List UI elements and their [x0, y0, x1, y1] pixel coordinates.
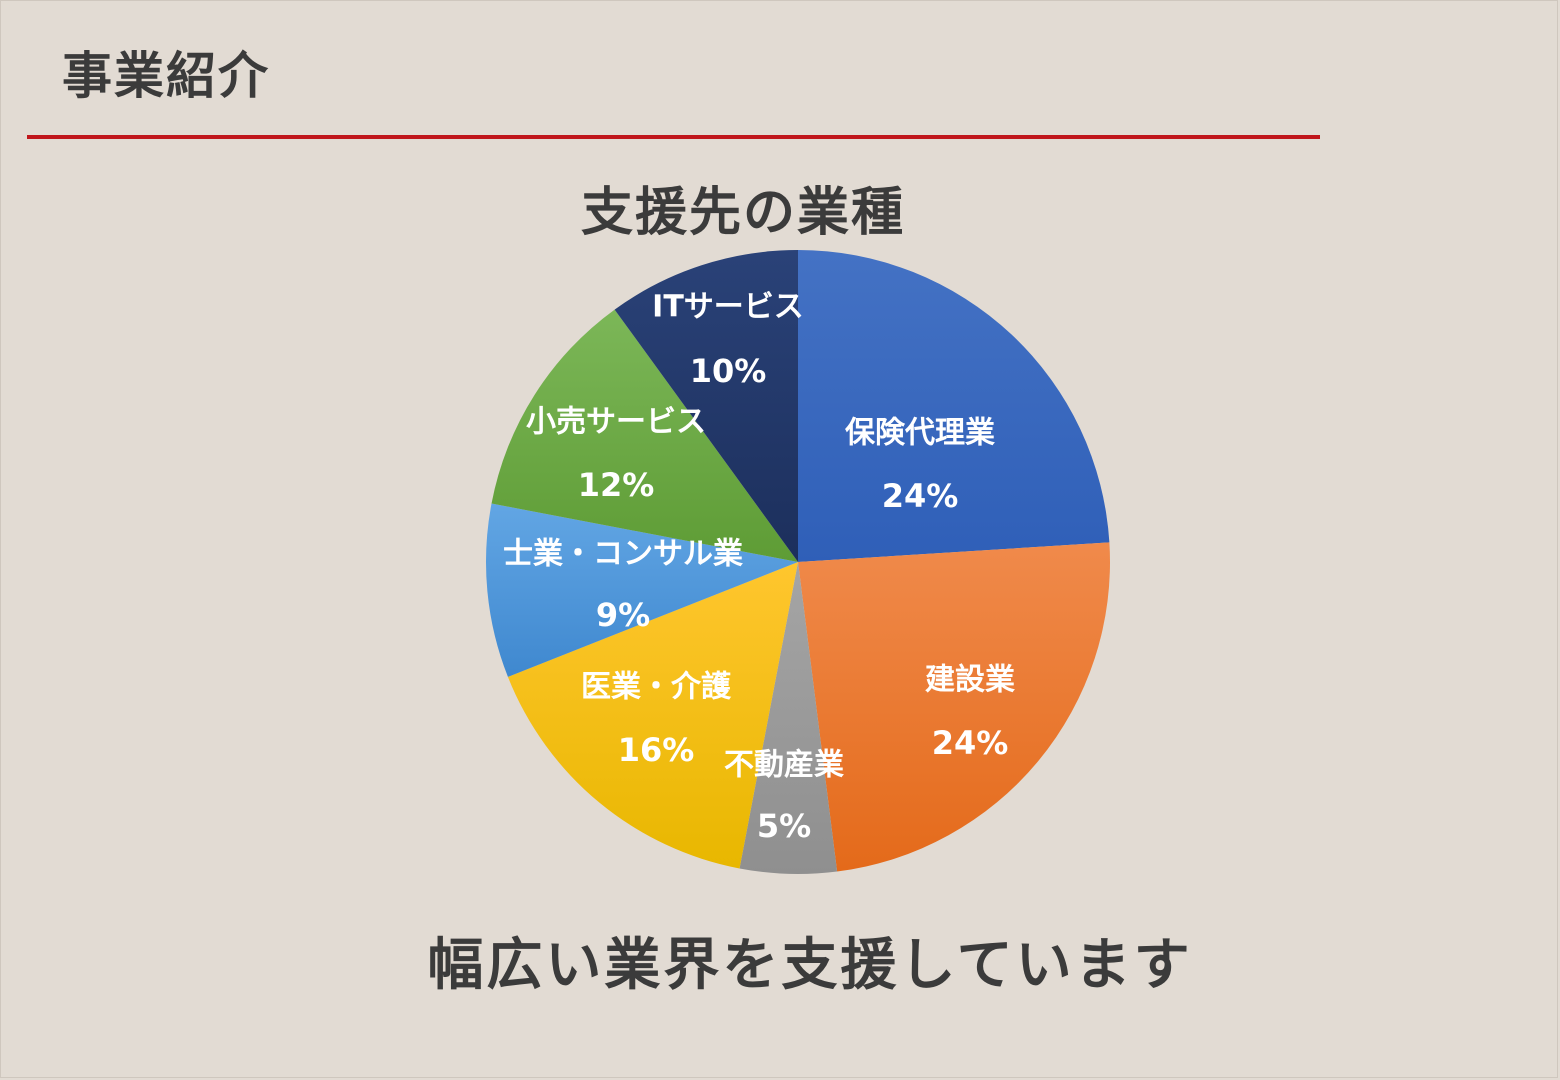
slice-percent: 5% [757, 807, 811, 845]
pie-labels: 保険代理業 24% 建設業 24% 不動産業 5% 医業・介護 16% 士業・コンサル業 9% 小売… [503, 290, 1015, 846]
slice-percent: 12% [578, 466, 655, 504]
slice-percent: 24% [882, 477, 959, 515]
tagline: 幅広い業界を支援しています [427, 933, 1193, 998]
pie-slice-2 [798, 542, 1111, 872]
slice-label: ITサービス [652, 290, 804, 325]
slice-percent: 16% [618, 731, 695, 769]
pie-slice-6 [491, 309, 798, 562]
pie-slice-3 [739, 562, 838, 874]
slice-label: 医業・介護 [581, 670, 732, 705]
slice-label: 不動産業 [724, 748, 844, 783]
pie-slice-7 [614, 250, 798, 562]
slice-label: 士業・コンサル業 [503, 537, 743, 572]
slice-label: 建設業 [925, 663, 1015, 698]
slice-percent: 10% [690, 352, 767, 390]
heading-divider [27, 135, 1320, 139]
pie-slice-4 [507, 562, 798, 869]
slice-label: 保険代理業 [845, 416, 995, 451]
pie-slices [485, 250, 1111, 874]
pie-slice-5 [485, 503, 798, 677]
chart-title: 支援先の業種 [580, 183, 905, 243]
slice-percent: 24% [932, 724, 1009, 762]
slice-percent: 9% [596, 596, 650, 634]
page-title: 事業紹介 [62, 47, 270, 105]
pie-slice-1 [798, 250, 1110, 562]
slice-label: 小売サービス [526, 405, 706, 440]
